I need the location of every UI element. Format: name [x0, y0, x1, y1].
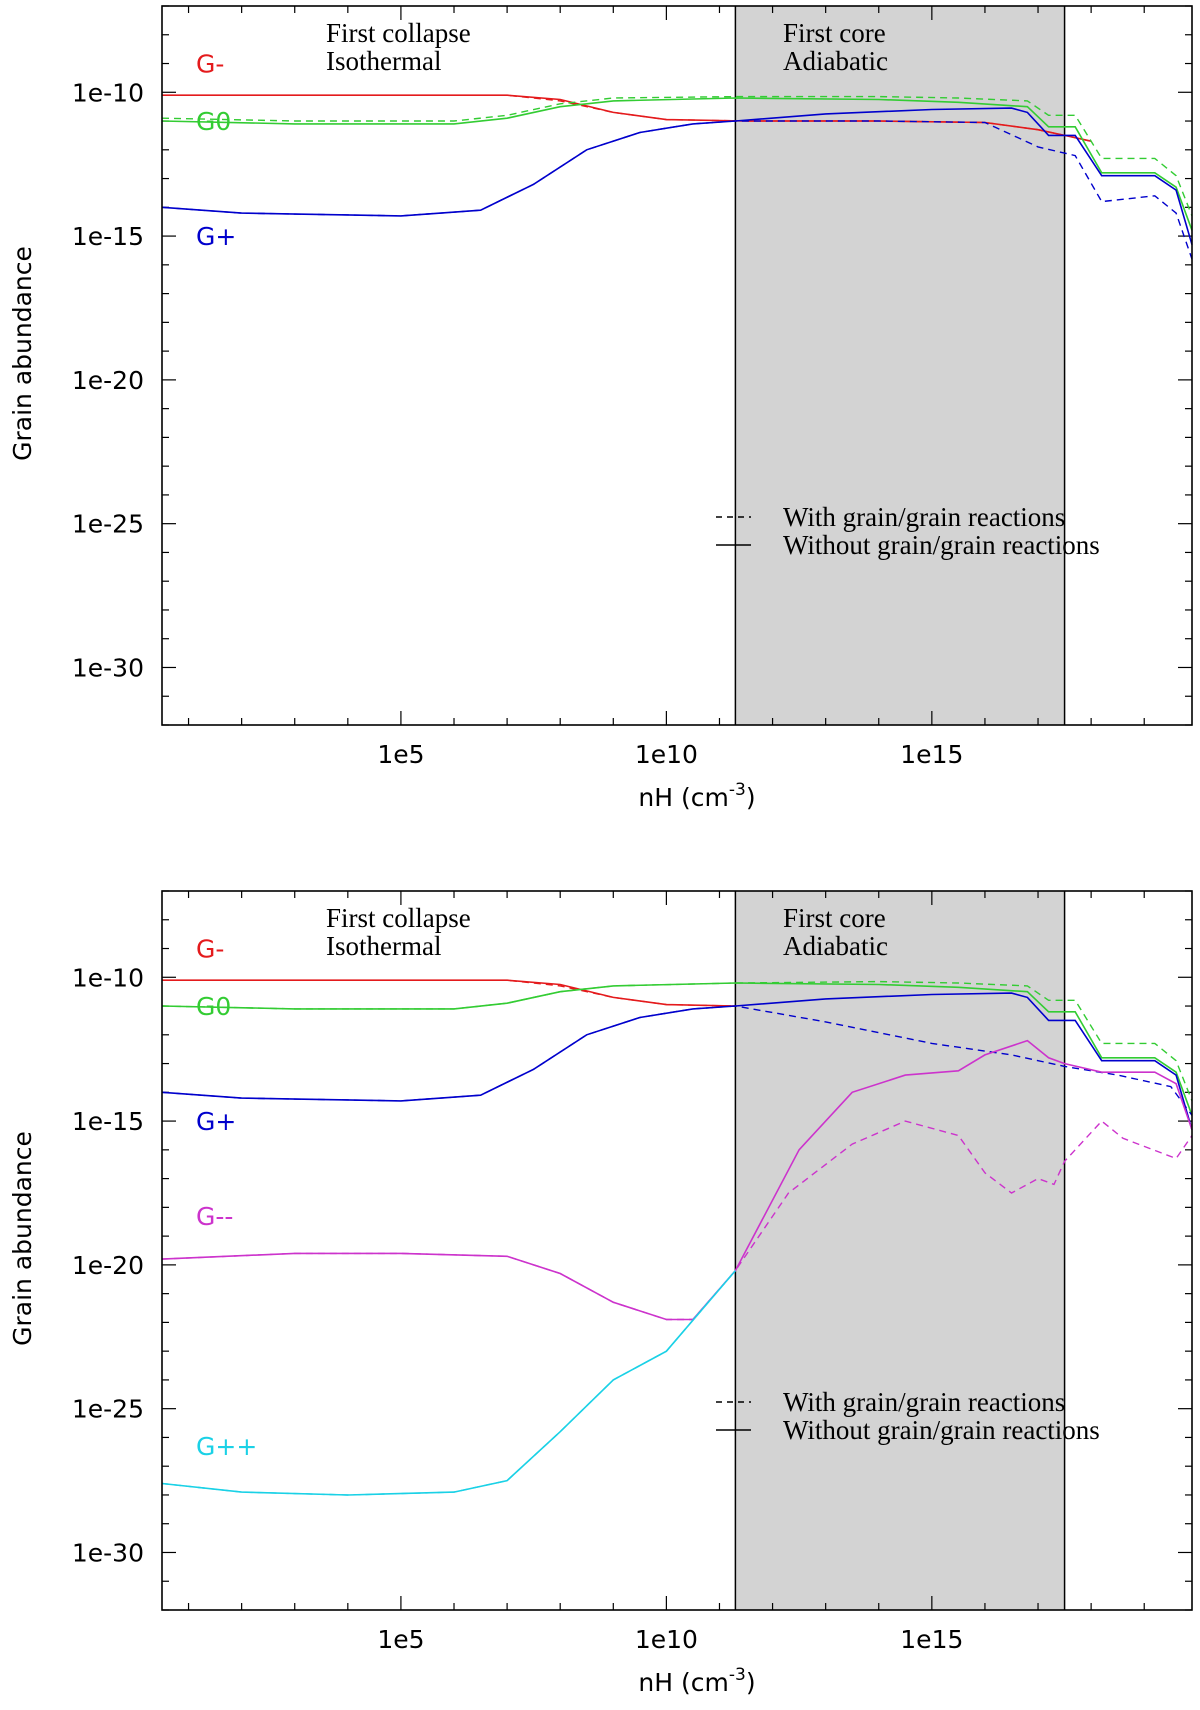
x-tick-label: 1e5 — [377, 1625, 424, 1654]
x-tick-label: 1e15 — [900, 740, 963, 769]
y-tick-label: 1e-10 — [72, 78, 144, 107]
annotation-collapse-line-1: First collapse — [326, 903, 471, 933]
y-tick-label: 1e-15 — [72, 222, 144, 251]
annotation-core-line-1: First core — [783, 903, 886, 933]
annotation-collapse-line-2: Isothermal — [326, 931, 441, 961]
x-axis-label: nH (cm-3) — [638, 1665, 755, 1697]
legend-label-dashed: With grain/grain reactions — [783, 502, 1065, 532]
annotation-core-line-1: First core — [783, 18, 886, 48]
y-tick-label: 1e-10 — [72, 963, 144, 992]
x-axis-label: nH (cm-3) — [638, 780, 755, 812]
x-tick-label: 1e10 — [635, 740, 698, 769]
y-tick-label: 1e-30 — [72, 653, 144, 682]
legend-label-dashed: With grain/grain reactions — [783, 1387, 1065, 1417]
series-line-solid-g0 — [161, 97, 1193, 231]
annotation-collapse-line-2: Isothermal — [326, 46, 441, 76]
chart-panel-bottom: 1e5 1e10 1e15 1e-10 1e-15 1e-20 1e-25 1e-30 nH (… — [8, 890, 1193, 1697]
series-label-g-minusplusplus: G++ — [196, 1432, 257, 1461]
series-label-g-minusminusminus: G-- — [196, 1202, 233, 1231]
y-axis-label: Grain abundance — [8, 246, 37, 461]
series-line-solid-g-minusplusplus — [161, 1270, 737, 1496]
series-label-g0: G0 — [196, 992, 231, 1021]
x-tick-label: 1e5 — [377, 740, 424, 769]
x-tick-label: 1e15 — [900, 1625, 963, 1654]
series-label-g0: G0 — [196, 107, 231, 136]
y-tick-label: 1e-30 — [72, 1538, 144, 1567]
plot-frame — [161, 5, 1193, 726]
y-tick-label: 1e-25 — [72, 510, 144, 539]
annotation-core-line-2: Adiabatic — [783, 931, 888, 961]
annotation-core-line-2: Adiabatic — [783, 46, 888, 76]
series-line-dashed-g0 — [161, 95, 1193, 217]
x-tick-label: 1e10 — [635, 1625, 698, 1654]
y-tick-label: 1e-20 — [72, 366, 144, 395]
y-tick-label: 1e-15 — [72, 1107, 144, 1136]
plot-frame — [161, 890, 1193, 1611]
series-line-solid-g-minus — [162, 979, 736, 1007]
y-axis-label: Grain abundance — [8, 1131, 37, 1346]
shaded-region — [735, 6, 1065, 725]
series-label-g-minusplus: G+ — [196, 222, 236, 251]
series-line-dashed-g-minusplusplus — [161, 1270, 736, 1496]
series-line-solid-g-minusplus — [161, 992, 1193, 1130]
series-line-solid-g-minusplus — [161, 107, 1193, 245]
series-label-g-minus: G- — [196, 935, 224, 964]
series-line-solid-g0 — [161, 982, 1193, 1116]
annotation-collapse-line-1: First collapse — [326, 18, 471, 48]
legend-label-solid: Without grain/grain reactions — [783, 530, 1100, 560]
chart-panel-top: 1e5 1e10 1e15 1e-10 1e-15 1e-20 1e-25 1e-30 nH (… — [8, 5, 1193, 812]
y-tick-label: 1e-20 — [72, 1251, 144, 1280]
y-tick-label: 1e-25 — [72, 1395, 144, 1424]
legend-label-solid: Without grain/grain reactions — [783, 1415, 1100, 1445]
series-line-solid-g-minusminusminus — [161, 1039, 1193, 1321]
series-label-g-minus: G- — [196, 50, 224, 79]
series-label-g-minusplus: G+ — [196, 1107, 236, 1136]
shaded-region — [735, 891, 1065, 1610]
